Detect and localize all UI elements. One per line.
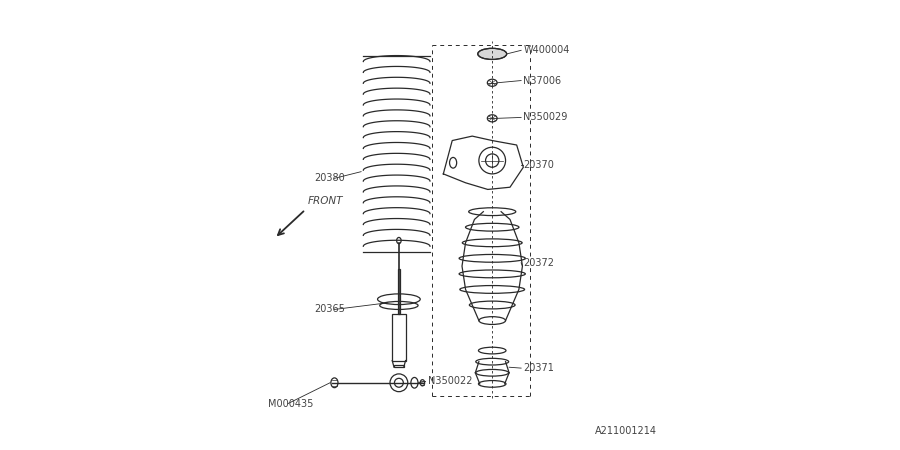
Text: N350022: N350022: [428, 377, 473, 387]
Text: M000435: M000435: [268, 399, 313, 409]
Bar: [392, 314, 406, 360]
Text: 20370: 20370: [523, 160, 554, 170]
Text: N350029: N350029: [523, 112, 568, 122]
Ellipse shape: [478, 48, 507, 59]
Text: 20371: 20371: [523, 363, 554, 373]
Bar: [398, 270, 400, 314]
Text: N37006: N37006: [523, 76, 562, 86]
Text: 20372: 20372: [523, 258, 554, 268]
Text: FRONT: FRONT: [308, 196, 343, 206]
Text: 20380: 20380: [314, 173, 346, 183]
Bar: [394, 365, 404, 367]
Text: W400004: W400004: [523, 45, 570, 55]
Text: 20365: 20365: [314, 305, 346, 315]
Text: A211001214: A211001214: [595, 426, 657, 436]
